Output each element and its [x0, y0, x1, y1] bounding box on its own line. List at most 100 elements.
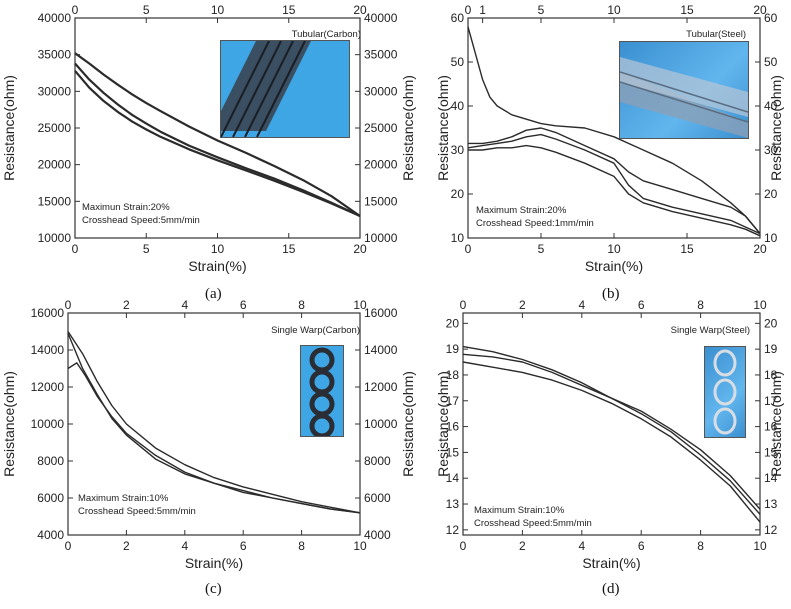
- chart-d-top-xtick-label: 4: [578, 298, 585, 312]
- chart-d-ytick-label: 17: [446, 394, 460, 408]
- chart-a-xtick-label: 15: [282, 242, 296, 256]
- chart-d-material-label: Single Warp(Steel): [671, 325, 750, 336]
- steel-warp-photo: [704, 346, 746, 438]
- chart-a-right-ytick-label: 25000: [364, 121, 398, 135]
- caption-c: (c): [205, 581, 222, 597]
- chart-d-series-line-3: [462, 361, 761, 523]
- chart-a-ytick-label: 40000: [38, 11, 72, 25]
- chart-a-xtick-label: 20: [353, 242, 367, 256]
- chart-d-ytick-label: 12: [446, 523, 460, 537]
- chart-a-ytick-label: 15000: [38, 194, 72, 208]
- chart-b-right-ytick-label: 30: [764, 143, 778, 157]
- chart-b-ytick-label: 20: [451, 187, 465, 201]
- chart-d-ylabel: Resistance(ohm): [435, 371, 451, 477]
- chart-c-right-ytick-label: 6000: [364, 491, 391, 505]
- chart-b-series-line-4: [468, 144, 761, 237]
- chart-d-top-xtick-label: 8: [697, 298, 704, 312]
- chart-b-ytick-label: 60: [451, 11, 465, 25]
- chart-a-top-xtick-label: 5: [143, 3, 150, 17]
- chart-c-ytick-label: 14000: [31, 343, 65, 357]
- chart-d-top-xtick-label: 2: [519, 298, 526, 312]
- chart-d-xtick-label: 8: [697, 539, 704, 553]
- chart-c-material-label: Single Warp(Carbon): [271, 325, 360, 336]
- chart-a-right-ytick-label: 20000: [364, 158, 398, 172]
- chart-b-series-line-2: [468, 127, 761, 235]
- chart-b-series-line-3: [467, 133, 761, 235]
- chart-a-top-xtick-label: 15: [282, 3, 296, 17]
- chart-a-series-line-2: [74, 62, 361, 217]
- chart-a-ytick-label: 10000: [38, 231, 72, 245]
- chart-a-xtick-label: 0: [72, 242, 79, 256]
- chart-c-right-ytick-label: 16000: [364, 306, 398, 320]
- chart-d-ytick-label: 13: [446, 497, 460, 511]
- chart-c-ytick-label: 6000: [37, 491, 64, 505]
- chart-c-xtick-label: 0: [65, 539, 72, 553]
- chart-a-xtick-label: 5: [143, 242, 150, 256]
- chart-b-ytick-label: 40: [451, 99, 465, 113]
- chart-c-series-line-1: [67, 331, 361, 514]
- chart-b-top-xtick-label: 10: [607, 3, 621, 17]
- chart-a-xtick-label: 10: [211, 242, 225, 256]
- chart-d-top-xtick-label: 6: [638, 298, 645, 312]
- chart-c-xtick-label: 10: [353, 539, 367, 553]
- chart-b-right-ytick-label: 10: [764, 231, 778, 245]
- chart-d-right-ytick-label: 20: [764, 316, 778, 330]
- chart-c-top-xtick-label: 8: [298, 298, 305, 312]
- chart-d-ytick-label: 19: [446, 342, 460, 356]
- chart-d-top-xtick-label: 0: [460, 298, 467, 312]
- chart-d-ytick-label: 16: [446, 420, 460, 434]
- chart-b-top-xtick-label: 20: [753, 3, 767, 17]
- chart-d-xtick-label: 2: [519, 539, 526, 553]
- chart-a-note: Maximun Strain:20%: [82, 202, 170, 213]
- chart-a-material-label: Tubular(Carbon): [292, 29, 361, 40]
- chart-b-ytick-label: 10: [451, 231, 465, 245]
- chart-a-right-ytick-label: 30000: [364, 84, 398, 98]
- chart-b-xtick-label: 5: [538, 242, 545, 256]
- chart-c-top-xtick-label: 10: [353, 298, 367, 312]
- chart-c-ylabel: Resistance(ohm): [1, 371, 17, 477]
- chart-b-top-xtick-label: 15: [680, 3, 694, 17]
- chart-a-ylabel: Resistance(ohm): [1, 75, 17, 181]
- chart-a-ytick-label: 20000: [38, 158, 72, 172]
- steel-tubular-photo: [619, 41, 749, 139]
- chart-c-right-ytick-label: 12000: [364, 380, 398, 394]
- caption-d: (d): [602, 581, 620, 597]
- chart-c-ytick-label: 4000: [37, 528, 64, 542]
- chart-b-right-ytick-label: 50: [764, 55, 778, 69]
- chart-c-xlabel: Strain(%): [185, 555, 243, 571]
- chart-d-xtick-label: 0: [460, 539, 467, 553]
- chart-b-top-xtick-label: 0: [465, 3, 472, 17]
- chart-c-right-ytick-label: 8000: [364, 454, 391, 468]
- chart-d-ytick-label: 14: [446, 471, 460, 485]
- caption-b: (b): [602, 286, 620, 302]
- chart-d-right-ytick-label: 18: [764, 368, 778, 382]
- chart-c-top-xtick-label: 4: [181, 298, 188, 312]
- chart-c-ytick-label: 8000: [37, 454, 64, 468]
- caption-a: (a): [205, 286, 222, 302]
- carbon-tubular-photo: [220, 40, 350, 138]
- chart-b-right-ytick-label: 60: [764, 11, 778, 25]
- chart-d-xtick-label: 4: [578, 539, 585, 553]
- chart-a-right-ytick-label: 10000: [364, 231, 398, 245]
- chart-b-top-xtick-label: 1: [479, 3, 486, 17]
- chart-c-right-ylabel: Resistance(ohm): [400, 371, 416, 477]
- chart-b-material-label: Tubular(Steel): [686, 29, 746, 40]
- chart-a-series-line-1: [74, 52, 361, 217]
- chart-a-right-ytick-label: 15000: [364, 194, 398, 208]
- chart-d-series-line-2: [462, 353, 761, 515]
- chart-d-xlabel: Strain(%): [582, 555, 640, 571]
- chart-c-top-xtick-label: 6: [240, 298, 247, 312]
- chart-a-ytick-label: 25000: [38, 121, 72, 135]
- chart-b-xtick-label: 15: [680, 242, 694, 256]
- chart-d-right-ytick-label: 16: [764, 420, 778, 434]
- chart-a-ytick-label: 35000: [38, 48, 72, 62]
- chart-b-ytick-label: 30: [451, 143, 465, 157]
- chart-a-xlabel: Strain(%): [188, 258, 246, 274]
- chart-c-xtick-label: 8: [298, 539, 305, 553]
- chart-d-note: Maximum Strain:10%: [474, 505, 565, 516]
- chart-c-top-xtick-label: 0: [65, 298, 72, 312]
- chart-b-xlabel: Strain(%): [585, 258, 643, 274]
- chart-b-ytick-label: 50: [451, 55, 465, 69]
- chart-c-xtick-label: 4: [181, 539, 188, 553]
